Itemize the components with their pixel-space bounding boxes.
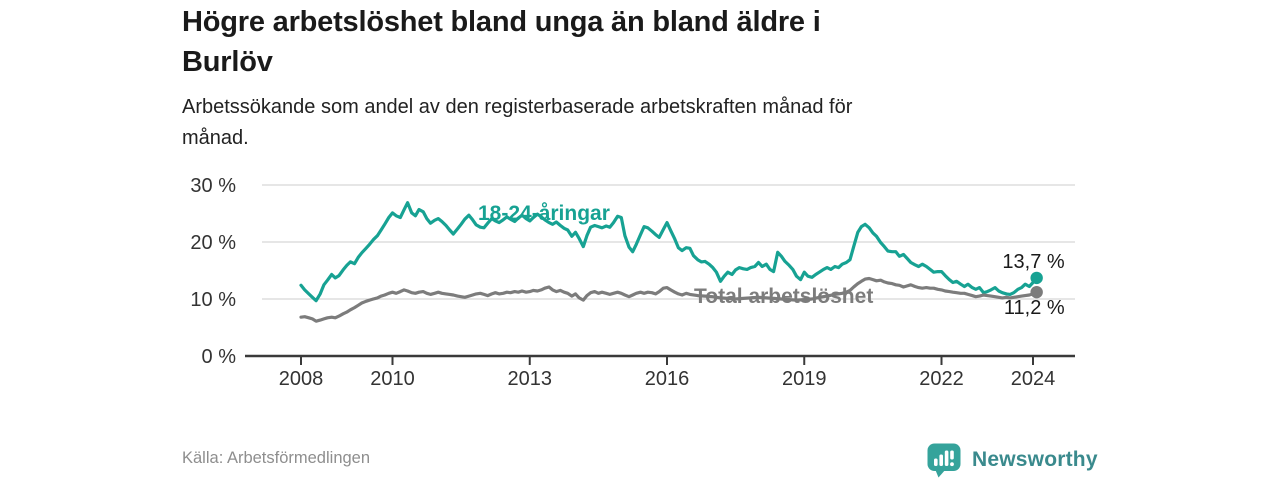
series-label-youth: 18-24-åringar <box>478 202 610 225</box>
page-title: Högre arbetslöshet bland unga än bland ä… <box>182 2 1042 82</box>
y-axis-tick-label: 30 % <box>190 175 236 197</box>
x-axis-tick-label: 2022 <box>919 368 964 390</box>
series-label-total: Total arbetslöshet <box>694 285 873 308</box>
x-axis-tick-label: 2019 <box>782 368 827 390</box>
chart-subtitle-line1: Arbetssökande som andel av den registerb… <box>182 96 853 118</box>
speech-bubble-shape <box>927 443 961 471</box>
series-line-total <box>299 276 1039 323</box>
chart-subtitle-line2: månad. <box>182 127 249 149</box>
page-title-line1: Högre arbetslöshet bland unga än bland ä… <box>182 6 821 38</box>
newsworthy-logo: Newsworthy <box>926 442 1098 478</box>
bar-chart-glyph <box>934 450 954 467</box>
series-end-dot-total <box>1030 285 1043 299</box>
series-line-youth <box>299 201 1039 303</box>
x-axis-tick-label: 2013 <box>508 368 553 390</box>
chart-subtitle: Arbetssökande som andel av den registerb… <box>182 92 1042 154</box>
y-axis-tick-label: 0 % <box>202 346 237 368</box>
x-axis-tick-label: 2008 <box>279 368 324 390</box>
x-axis-tick-label: 2016 <box>645 368 690 390</box>
series-end-dot-youth <box>1030 271 1043 285</box>
y-axis-tick-label: 10 % <box>190 289 236 311</box>
page-title-line2: Burlöv <box>182 46 273 78</box>
y-axis-tick-label: 20 % <box>190 232 236 254</box>
latest-value-label-youth: 13,7 % <box>1002 251 1064 273</box>
source-note: Källa: Arbetsförmedlingen <box>182 449 371 467</box>
latest-value-label-total: 11,2 % <box>1004 297 1065 319</box>
x-axis-tick-label: 2024 <box>1011 368 1056 390</box>
newsworthy-bubble-chart-icon <box>927 443 961 478</box>
x-axis-tick-label: 2010 <box>370 368 415 390</box>
newsworthy-wordmark: Newsworthy <box>972 448 1098 471</box>
speech-bubble-tail <box>935 469 946 478</box>
